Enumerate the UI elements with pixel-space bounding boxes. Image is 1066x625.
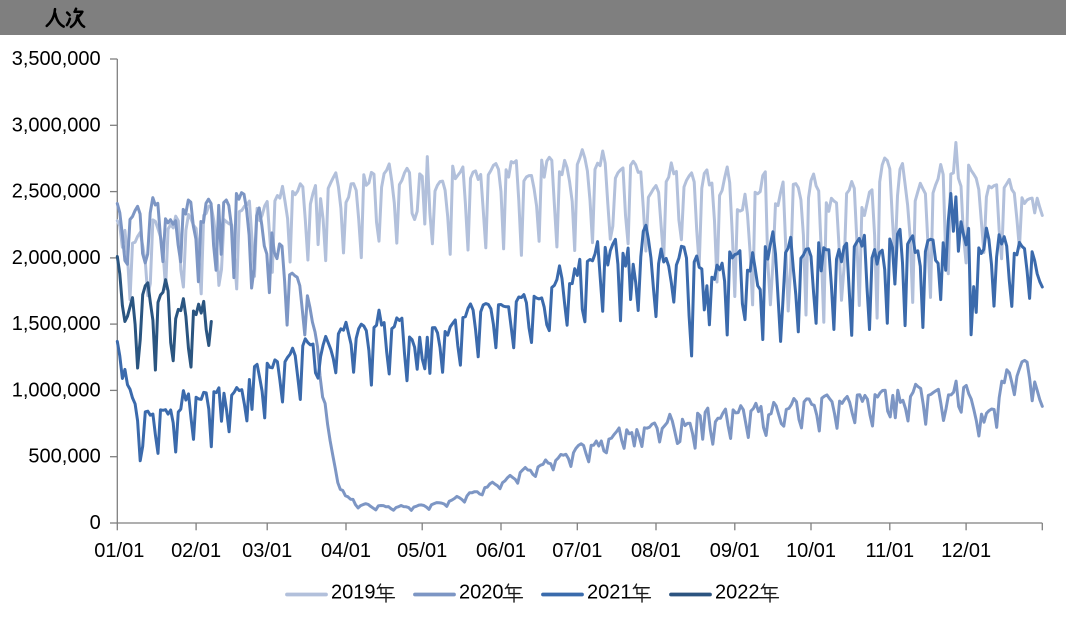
svg-text:0: 0 xyxy=(90,512,101,534)
svg-text:03/01: 03/01 xyxy=(242,540,292,562)
svg-text:2021: 2021 xyxy=(587,582,632,604)
svg-text:2,000,000: 2,000,000 xyxy=(12,247,101,269)
svg-text:08/01: 08/01 xyxy=(631,540,681,562)
svg-text:11/01: 11/01 xyxy=(866,540,915,562)
svg-text:1,000,000: 1,000,000 xyxy=(12,379,101,401)
svg-text:12/01: 12/01 xyxy=(941,540,991,562)
svg-text:10/01: 10/01 xyxy=(786,540,836,562)
svg-text:01/01: 01/01 xyxy=(94,540,144,562)
svg-text:500,000: 500,000 xyxy=(28,446,100,468)
svg-text:07/01: 07/01 xyxy=(552,540,602,562)
svg-text:2019: 2019 xyxy=(331,582,376,604)
svg-text:2,500,000: 2,500,000 xyxy=(12,181,101,203)
svg-text:2020: 2020 xyxy=(459,582,504,604)
svg-text:06/01: 06/01 xyxy=(476,540,526,562)
svg-text:02/01: 02/01 xyxy=(171,540,221,562)
svg-text:3,000,000: 3,000,000 xyxy=(12,114,101,136)
svg-text:05/01: 05/01 xyxy=(397,540,447,562)
svg-text:3,500,000: 3,500,000 xyxy=(12,48,101,70)
svg-text:2022: 2022 xyxy=(715,582,760,604)
svg-text:09/01: 09/01 xyxy=(710,540,760,562)
svg-text:04/01: 04/01 xyxy=(321,540,371,562)
svg-text:1,500,000: 1,500,000 xyxy=(12,313,101,335)
